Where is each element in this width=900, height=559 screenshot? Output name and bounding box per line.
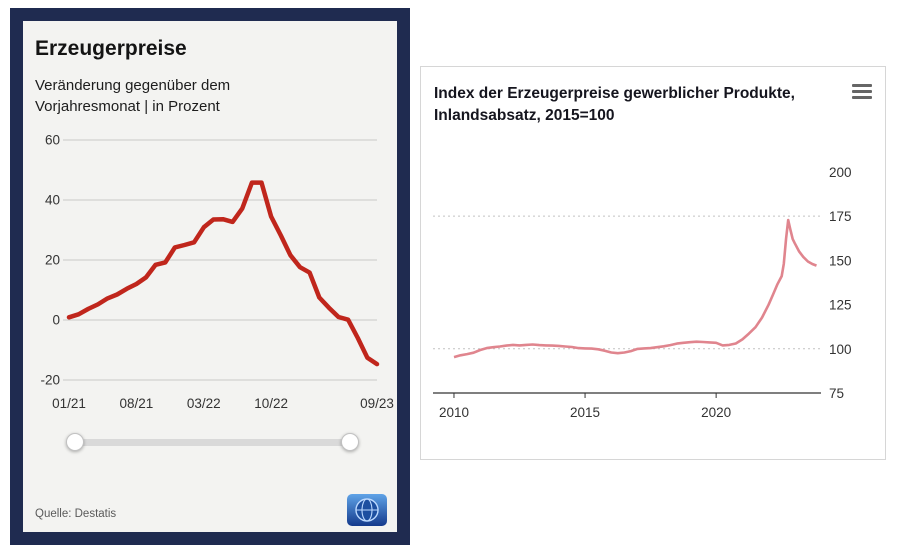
x-tick-label: 10/22 (254, 396, 288, 411)
x-tick-label: 09/23 (360, 396, 394, 411)
producer-price-yoy-chart[interactable]: 60 40 20 0 -20 01/21 08/21 03/22 10/22 09/23 (27, 116, 399, 416)
chart-title: Erzeugerpreise (35, 37, 187, 60)
y-tick-label: 75 (829, 386, 844, 401)
slider-track[interactable] (75, 439, 350, 446)
producer-price-yoy-line (66, 180, 380, 367)
slider-handle-left[interactable] (66, 433, 84, 451)
y-tick-label: 175 (829, 209, 852, 224)
y-tick-label: 200 (829, 165, 852, 180)
slider-handle-right[interactable] (341, 433, 359, 451)
tagesschau-chart-card: Erzeugerpreise Veränderung gegenüber dem… (10, 8, 410, 545)
x-tick-label: 01/21 (52, 396, 86, 411)
x-tick-label: 08/21 (119, 396, 153, 411)
chart-title: Index der Erzeugerpreise gewerblicher Pr… (434, 85, 795, 125)
time-range-slider[interactable] (66, 433, 359, 451)
destatis-chart-card: Index der Erzeugerpreise gewerblicher Pr… (420, 66, 886, 460)
producer-price-index-chart[interactable]: 200 175 150 125 100 75 2010 2015 2020 (425, 145, 875, 435)
y-tick-label: 100 (829, 342, 852, 357)
y-tick-label: 150 (829, 253, 852, 268)
y-tick-label: 0 (52, 313, 60, 328)
producer-price-index-line (453, 218, 817, 359)
y-tick-label: 125 (829, 298, 852, 313)
x-tick-label: 2010 (439, 405, 469, 420)
chart-panel: Erzeugerpreise Veränderung gegenüber dem… (23, 21, 397, 532)
x-tick-label: 2020 (701, 405, 731, 420)
hamburger-menu-icon[interactable] (852, 84, 872, 99)
y-tick-label: 40 (45, 193, 60, 208)
source-label: Quelle: Destatis (35, 508, 117, 520)
tagesschau-logo (347, 494, 387, 526)
y-tick-label: 20 (45, 253, 60, 268)
chart-subtitle: Veränderung gegenüber dem Vorjahresmonat… (35, 77, 231, 115)
y-tick-label: 60 (45, 133, 60, 148)
y-tick-label: -20 (40, 373, 60, 388)
x-tick-label: 2015 (570, 405, 600, 420)
x-tick-label: 03/22 (187, 396, 221, 411)
